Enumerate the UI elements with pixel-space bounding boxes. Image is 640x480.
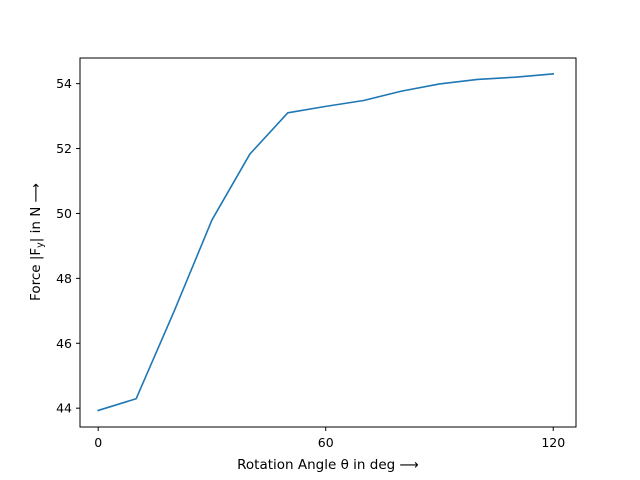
axes-frame xyxy=(79,57,577,428)
y-axis-label-unit: | in N ⟶ xyxy=(28,183,44,242)
y-axis-label-main: Force |F xyxy=(28,248,44,301)
y-axis-label-subscript: y xyxy=(35,242,46,248)
plot-area xyxy=(80,58,576,427)
x-tick-label: 120 xyxy=(541,435,565,450)
series-layer xyxy=(97,73,555,412)
y-tick-label: 48 xyxy=(56,271,72,286)
y-tick-label: 50 xyxy=(56,206,72,221)
y-tick-label: 44 xyxy=(56,401,72,416)
y-tick-label: 54 xyxy=(56,76,72,91)
y-tick-label: 46 xyxy=(56,336,72,351)
ticks-layer: 0 60 120 44 46 48 50 52 54 xyxy=(56,76,565,450)
series-line xyxy=(97,73,555,412)
y-tick-label: 52 xyxy=(56,141,72,156)
x-tick-label: 60 xyxy=(318,435,334,450)
x-axis-label: Rotation Angle θ in deg ⟶ xyxy=(237,457,419,473)
x-tick-label: 0 xyxy=(94,435,102,450)
y-axis-label: Force |Fy| in N ⟶ xyxy=(28,183,46,301)
